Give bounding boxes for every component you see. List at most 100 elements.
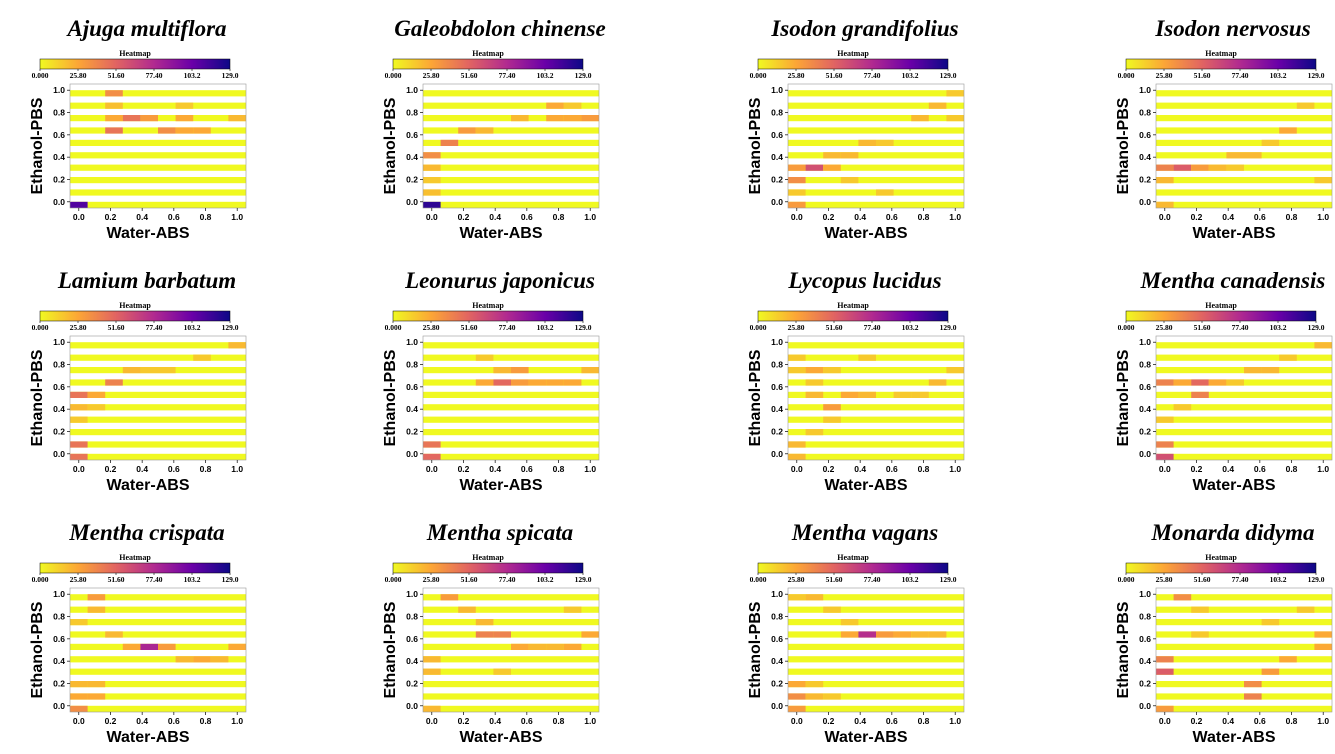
heatmap-cell: [1156, 201, 1174, 208]
heatmap-cell: [546, 102, 564, 109]
heatmap-band: [70, 152, 246, 159]
heatmap-band: [70, 668, 246, 675]
x-tick-label: 0.6: [886, 464, 898, 474]
heatmap-svg: Heatmap 0.000 25.80 51.60 77.40 103.2 129.0 0.0…: [1115, 553, 1333, 746]
heatmap-cell: [423, 164, 441, 171]
heatmap-band: [423, 84, 599, 91]
y-tick-label: 0.2: [771, 174, 783, 184]
heatmap-band: [788, 404, 964, 411]
x-tick-label: 0.0: [791, 212, 803, 222]
heatmap-band: [423, 410, 599, 417]
heatmap-cell: [105, 631, 123, 638]
heatmap-band: [788, 643, 964, 650]
panel-title: Mentha canadensis: [1140, 268, 1326, 293]
heatmap-svg: Heatmap 0.000 25.80 51.60 77.40 103.2 129.0 0.0…: [1115, 301, 1333, 494]
y-tick-label: 0.4: [1139, 404, 1151, 414]
heatmap-band: [1156, 360, 1332, 367]
heatmap-band: [423, 637, 599, 644]
heatmap-cell: [858, 354, 876, 361]
heatmap-band: [423, 447, 599, 454]
colorbar-tick-label: 0.000: [32, 575, 49, 584]
heatmap-cell: [511, 115, 529, 122]
heatmap-band: [788, 429, 964, 436]
colorbar-tick-label: 129.0: [222, 323, 239, 332]
heatmap-band: [788, 152, 964, 159]
heatmap-cell: [788, 189, 806, 196]
y-axis-label: Ethanol-PBS: [29, 349, 46, 446]
y-tick-label: 1.0: [53, 589, 65, 599]
heatmap-cell: [563, 115, 582, 122]
heatmap-band: [423, 650, 599, 657]
heatmap-cell: [87, 693, 106, 700]
heatmap-cell: [122, 367, 141, 374]
plot-frame: [1155, 83, 1333, 209]
heatmap-band: [423, 152, 599, 159]
x-tick-label: 0.2: [823, 212, 835, 222]
heatmap-cell: [823, 416, 841, 423]
heatmap-band: [423, 373, 599, 380]
heatmap-band: [423, 90, 599, 97]
heatmap-cell: [423, 441, 441, 448]
heatmap-cell: [70, 693, 88, 700]
heatmap-band: [423, 158, 599, 165]
colorbar-tick-label: 129.0: [222, 575, 239, 584]
colorbar-tick-label: 77.40: [499, 323, 516, 332]
x-tick-label: 1.0: [584, 716, 596, 726]
heatmap-band: [1156, 342, 1332, 349]
heatmap-cell: [528, 643, 547, 650]
x-tick-label: 0.0: [1159, 716, 1171, 726]
heatmap-cell: [70, 404, 88, 411]
x-axis-label: Water-ABS: [460, 729, 543, 746]
y-tick-label: 0.8: [1139, 360, 1151, 370]
heatmap-cell: [858, 391, 876, 398]
heatmap-band: [1156, 453, 1332, 460]
colorbar-tick-label: 25.80: [788, 323, 805, 332]
heatmap-band: [70, 391, 246, 398]
y-axis-label: Ethanol-PBS: [382, 601, 399, 698]
heatmap-cell: [563, 379, 582, 386]
heatmap-band: [70, 588, 246, 595]
heatmap-cell: [70, 705, 88, 712]
heatmap-band: [788, 342, 964, 349]
heatmap-cell: [1279, 127, 1297, 134]
colorbar-tick-label: 25.80: [788, 71, 805, 80]
heatmap-cell: [563, 606, 582, 613]
heatmap-band: [788, 115, 964, 122]
x-tick-label: 0.4: [489, 716, 501, 726]
colorbar-tick-label: 103.2: [1270, 71, 1287, 80]
heatmap-cell: [563, 102, 582, 109]
heatmap-cell: [805, 391, 824, 398]
x-tick-label: 0.0: [73, 716, 85, 726]
x-tick-label: 0.8: [1286, 464, 1298, 474]
heatmap-cell: [823, 606, 841, 613]
x-tick-label: 0.6: [168, 212, 180, 222]
x-tick-label: 0.6: [168, 464, 180, 474]
heatmap-cell: [876, 189, 894, 196]
y-tick-label: 0.8: [406, 360, 418, 370]
y-axis-label: Ethanol-PBS: [747, 601, 764, 698]
heatmap-band: [70, 108, 246, 115]
heatmap-band: [1156, 195, 1332, 202]
heatmap-cell: [788, 201, 806, 208]
heatmap-cell: [193, 656, 211, 663]
heatmap-band: [423, 404, 599, 411]
x-tick-label: 0.4: [136, 212, 148, 222]
heatmap-band: [788, 177, 964, 184]
x-tick-label: 0.0: [791, 716, 803, 726]
heatmap-band: [1156, 674, 1332, 681]
heatmap-cell: [1314, 643, 1332, 650]
heatmap-cell: [158, 127, 176, 134]
x-tick-label: 0.4: [1222, 464, 1234, 474]
heatmap-cell: [105, 102, 123, 109]
colorbar-tick-label: 103.2: [537, 71, 554, 80]
heatmap-band: [423, 705, 599, 712]
heatmap-band: [1156, 183, 1332, 190]
colorbar-tick-label: 77.40: [1232, 323, 1249, 332]
heatmap-band: [788, 625, 964, 632]
heatmap-band: [423, 336, 599, 343]
heatmap-band: [423, 453, 599, 460]
heatmap-band: [423, 687, 599, 694]
y-axis-label: Ethanol-PBS: [1115, 601, 1132, 698]
heatmap-band: [1156, 625, 1332, 632]
colorbar-tick-label: 103.2: [537, 575, 554, 584]
